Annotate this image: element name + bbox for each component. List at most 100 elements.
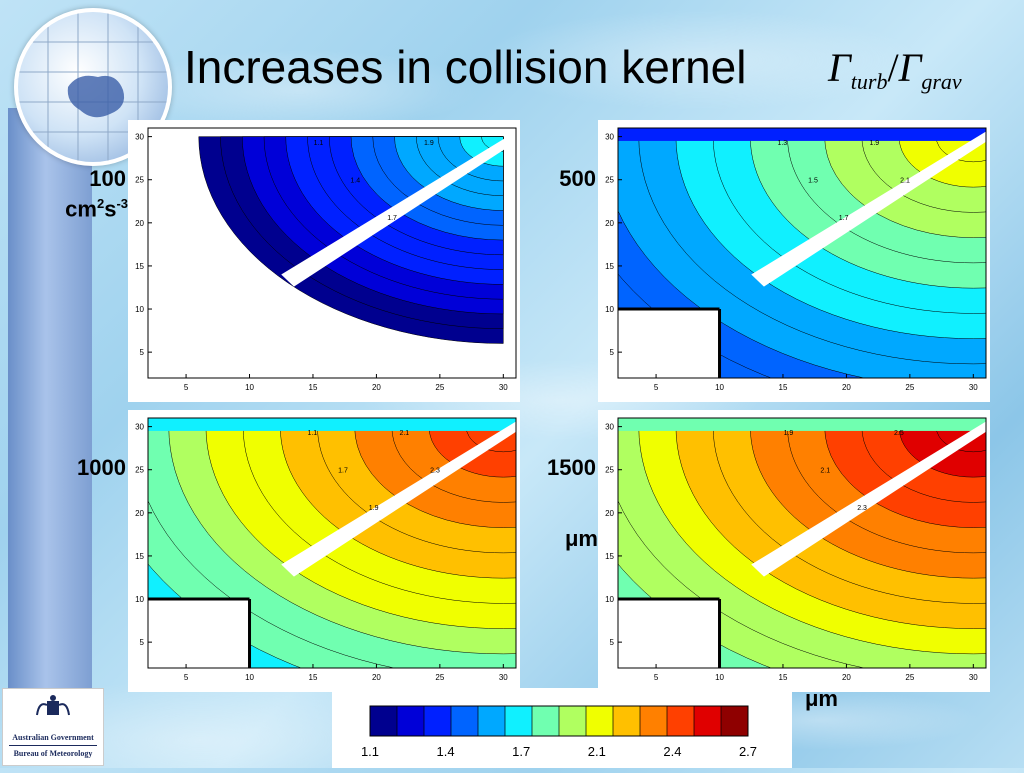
colorbar-swatch bbox=[559, 706, 587, 736]
x-tick-label: 20 bbox=[842, 673, 851, 682]
y-tick-label: 15 bbox=[605, 552, 614, 561]
top-strip bbox=[148, 418, 516, 431]
colorbar-swatch bbox=[613, 706, 641, 736]
contour-label: 1.1 bbox=[307, 430, 317, 437]
contour-label: 2.1 bbox=[820, 468, 830, 475]
coat-of-arms-icon bbox=[36, 695, 70, 716]
contour-label: 1.9 bbox=[784, 430, 794, 437]
y-tick-label: 5 bbox=[610, 348, 615, 357]
top-strip bbox=[618, 418, 986, 431]
x-tick-label: 15 bbox=[309, 383, 318, 392]
x-tick-label: 5 bbox=[184, 383, 189, 392]
x-tick-label: 20 bbox=[842, 383, 851, 392]
x-tick-label: 10 bbox=[715, 673, 724, 682]
x-tick-label: 5 bbox=[184, 673, 189, 682]
masked-region bbox=[618, 599, 720, 668]
colorbar-tick-label: 1.1 bbox=[361, 744, 379, 759]
x-tick-label: 25 bbox=[435, 673, 444, 682]
x-tick-label: 20 bbox=[372, 673, 381, 682]
colorbar-swatch bbox=[370, 706, 398, 736]
logo-line2: Bureau of Meteorology bbox=[13, 749, 93, 758]
label-units: cm2s-3 bbox=[65, 196, 128, 222]
contour-plot-100: 1.1 1.4 1.7 1.9 5 10 15 20 25 30 5 10 15 20 25 30 bbox=[128, 120, 520, 402]
y-tick-label: 25 bbox=[605, 176, 614, 185]
x-tick-label: 10 bbox=[245, 673, 254, 682]
heatmap-field bbox=[198, 131, 516, 344]
masked-region bbox=[618, 309, 720, 378]
x-tick-label: 15 bbox=[309, 673, 318, 682]
contour-label: 2.5 bbox=[894, 430, 904, 437]
y-tick-label: 30 bbox=[605, 423, 614, 432]
x-tick-label: 15 bbox=[779, 383, 788, 392]
contour-plot-500: 1.3 1.5 1.7 1.9 2.1 5 10 15 20 25 30 5 10 15 20 25 30 bbox=[598, 120, 990, 402]
contour-label: 1.7 bbox=[839, 215, 849, 222]
y-tick-label: 15 bbox=[605, 262, 614, 271]
diagonal-gap bbox=[751, 421, 986, 577]
contour-plot-1000: 1.1 1.7 1.9 2.1 2.3 5 10 15 20 25 30 5 10 15 20 25 30 bbox=[128, 410, 520, 692]
colorbar-tick-label: 2.1 bbox=[588, 744, 606, 759]
y-tick-label: 15 bbox=[135, 262, 144, 271]
colorbar-swatch bbox=[397, 706, 425, 736]
contour-label: 1.3 bbox=[777, 140, 787, 147]
contour-label: 1.9 bbox=[424, 140, 434, 147]
label-1000: 1000 bbox=[77, 455, 126, 480]
x-tick-label: 30 bbox=[969, 383, 978, 392]
y-tick-label: 30 bbox=[135, 133, 144, 142]
x-tick-label: 30 bbox=[969, 673, 978, 682]
colorbar-swatch bbox=[640, 706, 668, 736]
x-tick-label: 25 bbox=[905, 383, 914, 392]
y-tick-label: 5 bbox=[610, 638, 615, 647]
x-tick-label: 5 bbox=[654, 383, 659, 392]
colorbar-swatch bbox=[478, 706, 506, 736]
x-tick-label: 20 bbox=[372, 383, 381, 392]
contour-plot-1500: 1.9 2.1 2.3 2.5 5 10 15 20 25 30 5 10 15 20 25 30 bbox=[598, 410, 990, 692]
contour-label: 1.7 bbox=[338, 468, 348, 475]
decorative-side-bar bbox=[8, 108, 92, 688]
y-tick-label: 20 bbox=[135, 509, 144, 518]
colorbar-tick-label: 1.7 bbox=[512, 744, 530, 759]
heatmap-field bbox=[618, 128, 986, 378]
contour-label: 1.7 bbox=[387, 215, 397, 222]
y-tick-label: 10 bbox=[605, 305, 614, 314]
colorbar: 1.1 1.4 1.7 2.1 2.4 2.7 bbox=[332, 688, 792, 768]
label-500: 500 bbox=[559, 166, 596, 191]
colorbar-tick-label: 2.7 bbox=[739, 744, 757, 759]
y-tick-label: 10 bbox=[605, 595, 614, 604]
colorbar-swatch bbox=[505, 706, 533, 736]
label-100: 100 bbox=[89, 166, 126, 191]
y-tick-label: 5 bbox=[140, 348, 145, 357]
diagonal-gap bbox=[281, 421, 516, 577]
contour-label: 1.4 bbox=[350, 178, 360, 185]
colorbar-swatch bbox=[667, 706, 695, 736]
x-tick-label: 5 bbox=[654, 673, 659, 682]
contour-label: 1.5 bbox=[808, 178, 818, 185]
colorbar-swatch bbox=[586, 706, 614, 736]
x-tick-label: 30 bbox=[499, 673, 508, 682]
contour-label: 2.1 bbox=[399, 430, 409, 437]
y-tick-label: 5 bbox=[140, 638, 145, 647]
logo-line1: Australian Government bbox=[12, 733, 94, 742]
y-tick-label: 20 bbox=[605, 219, 614, 228]
masked-region bbox=[148, 599, 250, 668]
slide-title: Increases in collision kernel bbox=[184, 41, 747, 93]
x-tick-label: 10 bbox=[715, 383, 724, 392]
x-tick-label: 15 bbox=[779, 673, 788, 682]
y-tick-label: 15 bbox=[135, 552, 144, 561]
y-tick-label: 30 bbox=[605, 133, 614, 142]
colorbar-swatch bbox=[694, 706, 722, 736]
y-tick-label: 20 bbox=[605, 509, 614, 518]
plot-frame bbox=[617, 127, 987, 379]
plot-frame bbox=[617, 417, 987, 669]
contour-label: 2.1 bbox=[900, 178, 910, 185]
colorbar-tick-label: 2.4 bbox=[663, 744, 681, 759]
colorbar-swatch bbox=[532, 706, 560, 736]
colorbar-swatch bbox=[451, 706, 479, 736]
contour-label: 1.9 bbox=[869, 140, 879, 147]
y-tick-label: 20 bbox=[135, 219, 144, 228]
colorbar-swatch bbox=[721, 706, 749, 736]
formula-ratio: Γturb/Γgrav bbox=[828, 45, 962, 94]
x-tick-label: 25 bbox=[435, 383, 444, 392]
y-tick-label: 25 bbox=[135, 466, 144, 475]
top-strip bbox=[618, 128, 986, 141]
contour-label: 2.3 bbox=[430, 468, 440, 475]
